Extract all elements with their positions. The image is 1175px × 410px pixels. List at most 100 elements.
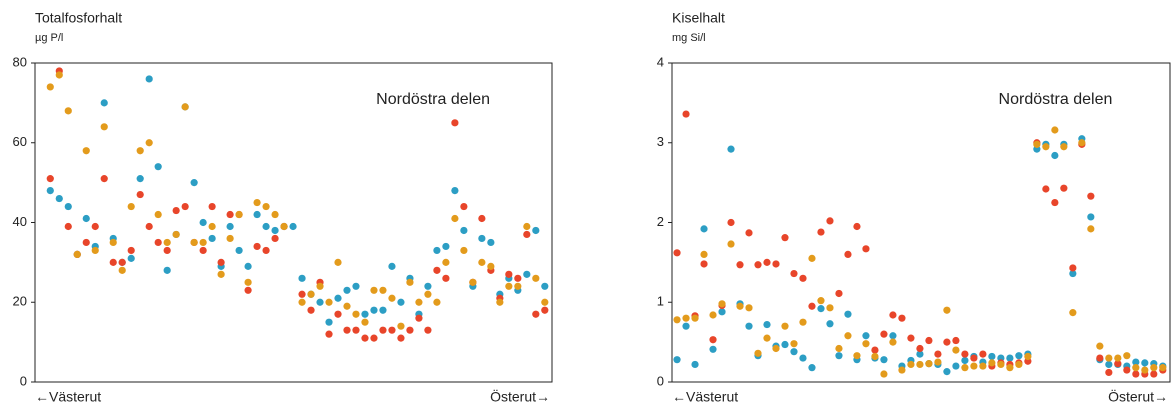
point (700, 260, 708, 268)
point (862, 245, 870, 253)
point (226, 222, 234, 231)
point (673, 249, 681, 257)
point (388, 262, 396, 270)
point (523, 270, 531, 278)
point (541, 282, 549, 290)
point (505, 270, 513, 278)
point (379, 326, 387, 334)
point (709, 345, 717, 353)
point (181, 103, 189, 111)
point (82, 238, 90, 247)
point (442, 258, 450, 266)
point (970, 362, 978, 370)
point (1132, 358, 1140, 366)
point (997, 360, 1005, 369)
point (880, 370, 888, 378)
point (163, 246, 171, 255)
point (916, 360, 924, 369)
point (1051, 126, 1059, 134)
point (943, 368, 951, 376)
point (100, 175, 108, 183)
point (952, 362, 960, 370)
point (64, 107, 72, 115)
y-tick-label: 2 (657, 214, 664, 229)
point (916, 344, 924, 353)
point (907, 360, 915, 369)
point (136, 147, 144, 155)
point (145, 222, 153, 231)
point (709, 336, 717, 344)
point (136, 175, 144, 183)
point (835, 344, 843, 353)
point (1114, 360, 1122, 368)
chart-title: Kiselhalt (672, 10, 725, 26)
point (745, 322, 753, 330)
point (1060, 143, 1068, 151)
y-axis-label: mg Si/l (672, 32, 706, 44)
point (361, 334, 369, 342)
point (763, 334, 771, 342)
point (1069, 264, 1077, 272)
point (46, 187, 54, 195)
point (397, 334, 405, 342)
point (343, 286, 351, 294)
point (352, 310, 360, 318)
point (325, 298, 333, 306)
point (1078, 139, 1086, 147)
point (844, 310, 852, 318)
point (379, 286, 387, 294)
point (1015, 360, 1023, 369)
point (1114, 354, 1122, 362)
point (73, 250, 81, 258)
point (808, 364, 816, 372)
point (763, 258, 771, 266)
y-tick-label: 4 (657, 54, 664, 69)
point (889, 311, 897, 319)
point (253, 242, 261, 251)
point (127, 202, 135, 211)
point (871, 352, 879, 361)
point (451, 187, 459, 195)
point (181, 202, 189, 211)
point (781, 234, 789, 242)
point (199, 218, 207, 227)
point (271, 210, 279, 219)
point (673, 356, 681, 364)
y-tick-label: 0 (20, 373, 27, 388)
point (781, 340, 789, 349)
point (1069, 309, 1077, 317)
point (532, 226, 540, 235)
point (298, 298, 306, 306)
point (1015, 352, 1023, 360)
point (727, 218, 735, 227)
point (1141, 359, 1149, 367)
point (406, 278, 414, 286)
point (523, 230, 531, 239)
point (1150, 364, 1158, 372)
y-tick-label: 40 (13, 214, 27, 229)
y-tick-label: 1 (657, 294, 664, 309)
point (898, 314, 906, 322)
point (1069, 269, 1077, 278)
point (244, 262, 252, 270)
point (253, 210, 261, 219)
point (397, 322, 405, 330)
point (424, 282, 432, 290)
point (844, 250, 852, 258)
point (682, 314, 690, 322)
point (100, 123, 108, 131)
point (244, 286, 252, 294)
point (145, 75, 153, 83)
point (217, 270, 225, 278)
point (145, 139, 153, 147)
point (1096, 342, 1104, 350)
point (772, 260, 780, 268)
point (826, 320, 834, 328)
point (673, 316, 681, 324)
point (790, 340, 798, 348)
point (325, 330, 333, 338)
point (262, 222, 270, 231)
point (907, 334, 915, 342)
point (532, 310, 540, 318)
